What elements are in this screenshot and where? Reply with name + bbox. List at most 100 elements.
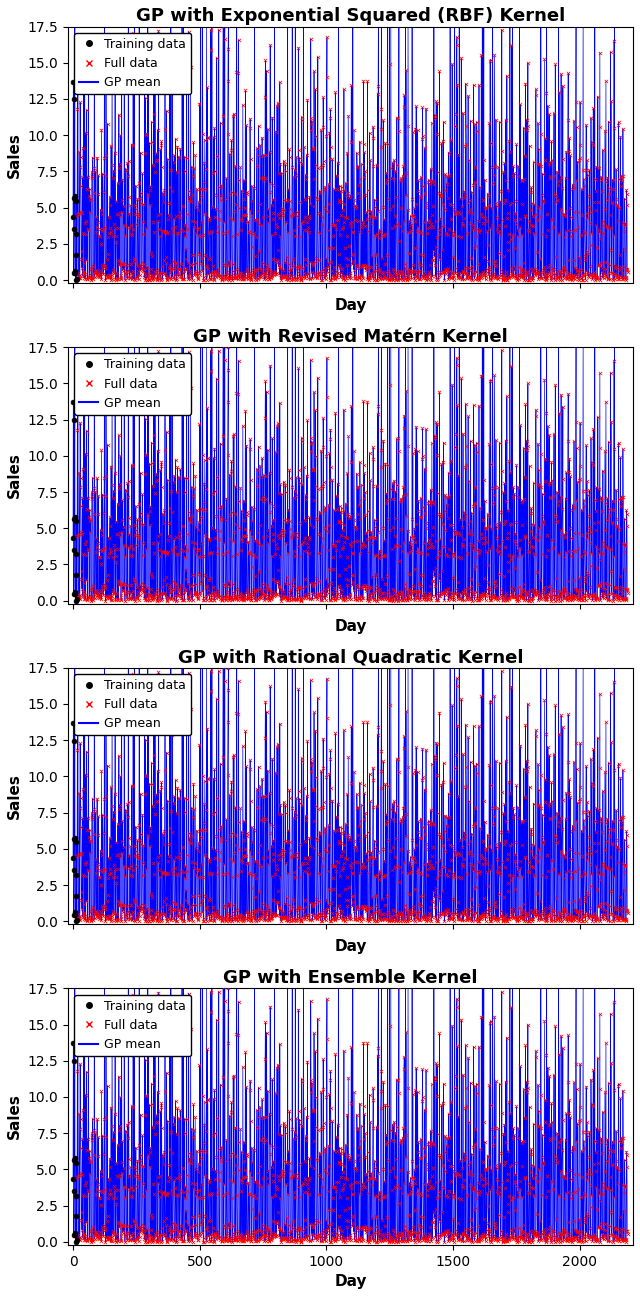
Point [434,220,444,241]
Point [502,911,513,932]
Point [477,831,488,851]
Point [291,788,301,809]
Point [270,263,280,284]
Point [371,244,381,264]
Point [179,1220,189,1240]
Point [234,518,244,539]
Point [556,1025,566,1046]
Point [186,1217,196,1238]
Point [422,910,433,931]
Point [162,1231,172,1252]
Point [278,1166,289,1187]
Point [348,259,358,280]
Point [73,586,83,607]
Point [141,590,152,610]
Point [435,249,445,270]
Point [124,587,134,608]
Point [409,907,419,928]
Point [401,973,411,994]
Point [545,1128,556,1148]
Point [135,260,145,281]
Point [436,454,447,474]
Point [556,200,566,220]
Point [418,126,428,146]
Point [610,588,620,609]
Point [262,584,272,605]
Point [474,542,484,562]
Point [555,270,565,290]
Point [147,753,157,774]
Point [132,266,142,286]
Point [387,539,397,560]
Point [549,744,559,765]
Point [363,200,373,220]
Point [613,435,623,456]
Point [552,815,563,836]
Point [598,781,608,802]
Point [487,267,497,288]
Point [188,1231,198,1252]
Point [317,910,327,931]
Point [565,839,575,859]
Point [402,902,412,923]
Point [155,546,165,566]
Point [499,1115,509,1135]
Point [502,1194,513,1214]
Point [368,476,378,496]
Point [159,570,169,591]
Point [339,1041,349,1061]
Point [83,861,93,881]
Point [91,1169,101,1190]
Point [303,526,314,547]
Point [374,1227,384,1248]
Point [137,251,147,272]
Point [364,1229,374,1249]
Point [546,268,556,289]
Point [293,38,303,58]
Point [252,851,262,872]
Point [591,879,602,899]
Point [402,911,412,932]
Point [269,1225,279,1245]
Point [609,264,619,285]
Point [333,332,344,353]
Point [541,268,551,289]
Point [73,905,83,925]
Point [399,211,409,232]
Point [343,586,353,607]
Point [168,579,178,600]
Point [284,910,294,931]
Point [593,254,604,275]
Point [204,850,214,871]
Point [278,906,288,927]
Point [309,1213,319,1234]
Point [359,783,369,804]
Point [605,859,616,880]
Point [620,587,630,608]
Point [244,263,254,284]
Point [503,179,513,200]
Point [146,1229,156,1249]
Point [394,1069,404,1090]
Point [515,216,525,237]
Point [417,266,427,286]
Point [124,470,134,491]
Point [563,540,573,561]
Point [75,1054,85,1074]
Point [588,833,598,854]
Point [497,461,507,482]
Point [421,544,431,565]
Point [73,263,83,284]
Point [271,534,281,555]
Point [373,332,383,353]
Point [307,583,317,604]
Point [316,270,326,290]
Point [573,262,584,283]
Point [586,749,596,770]
Point [253,1107,264,1128]
Point [340,826,351,846]
Point [359,167,369,188]
Point [513,1181,523,1201]
Point [95,1187,105,1208]
Point [534,1168,545,1188]
